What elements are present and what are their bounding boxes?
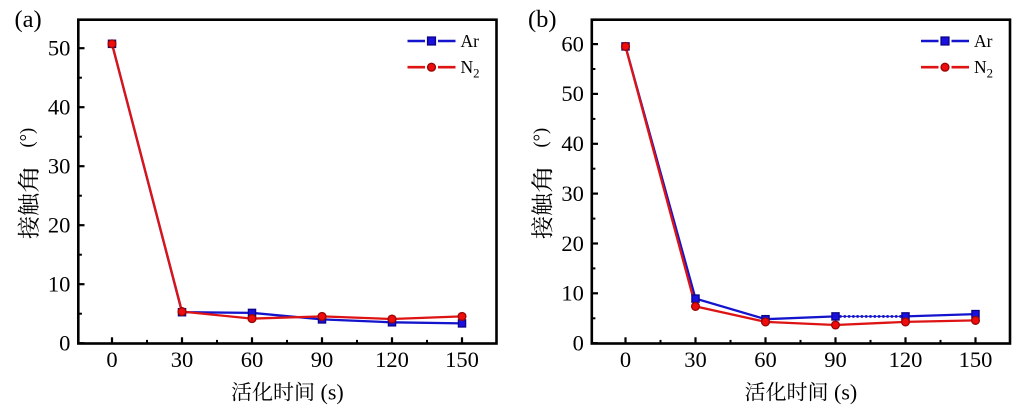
svg-text:10: 10 (48, 272, 71, 297)
svg-text:2: 2 (987, 67, 993, 81)
svg-text:50: 50 (48, 36, 71, 61)
svg-text:150: 150 (445, 347, 479, 372)
svg-text:Ar: Ar (461, 31, 480, 51)
svg-text:N: N (974, 57, 987, 77)
svg-text:40: 40 (561, 131, 584, 156)
svg-text:10: 10 (561, 281, 584, 306)
svg-text:(a): (a) (15, 6, 42, 33)
svg-text:(s): (s) (321, 380, 344, 405)
svg-text:60: 60 (754, 347, 777, 372)
svg-text:40: 40 (48, 95, 71, 120)
svg-text:150: 150 (959, 347, 993, 372)
svg-text:20: 20 (48, 213, 71, 238)
svg-text:30: 30 (48, 154, 71, 179)
svg-text:(°): (°) (531, 128, 551, 148)
svg-text:90: 90 (311, 347, 334, 372)
svg-text:Ar: Ar (974, 31, 993, 51)
svg-text:30: 30 (684, 347, 707, 372)
svg-text:0: 0 (573, 331, 584, 356)
svg-text:N: N (461, 57, 474, 77)
svg-text:(°): (°) (18, 128, 38, 148)
svg-text:(b): (b) (528, 6, 557, 33)
svg-text:0: 0 (620, 347, 631, 372)
svg-text:30: 30 (171, 347, 194, 372)
svg-text:120: 120 (375, 347, 409, 372)
svg-text:90: 90 (824, 347, 847, 372)
svg-text:0: 0 (59, 331, 70, 356)
svg-text:20: 20 (561, 231, 584, 256)
svg-text:2: 2 (473, 67, 479, 81)
svg-text:60: 60 (561, 31, 584, 56)
svg-text:30: 30 (561, 181, 584, 206)
svg-text:60: 60 (241, 347, 264, 372)
svg-text:(s): (s) (834, 380, 857, 405)
svg-text:0: 0 (106, 347, 117, 372)
svg-text:50: 50 (561, 81, 584, 106)
svg-text:120: 120 (889, 347, 923, 372)
